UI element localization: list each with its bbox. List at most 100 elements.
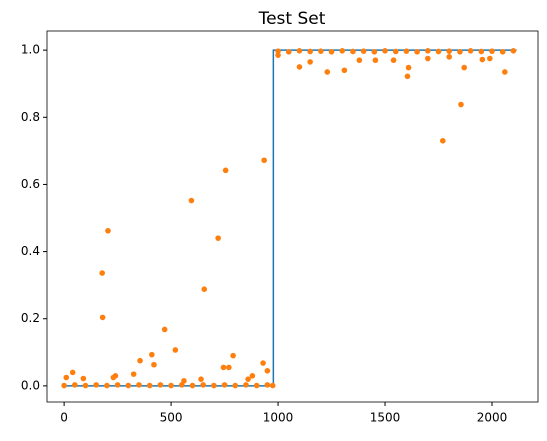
point bbox=[105, 227, 111, 234]
point bbox=[181, 378, 187, 384]
point bbox=[457, 49, 463, 55]
step-line bbox=[64, 49, 517, 387]
point bbox=[458, 101, 464, 108]
point bbox=[341, 67, 348, 74]
point bbox=[230, 352, 236, 359]
y-tick-label: 0.6 bbox=[21, 177, 40, 191]
point bbox=[63, 374, 70, 381]
point bbox=[125, 382, 132, 389]
point bbox=[446, 48, 453, 54]
x-tick-label: 2000 bbox=[477, 411, 508, 425]
point bbox=[72, 382, 78, 388]
point bbox=[161, 326, 168, 333]
point bbox=[275, 48, 281, 54]
point bbox=[499, 49, 506, 55]
point bbox=[211, 382, 217, 389]
point bbox=[487, 55, 493, 62]
point bbox=[261, 157, 267, 164]
point bbox=[220, 364, 227, 371]
point bbox=[307, 48, 313, 55]
y-tick-label: 0.2 bbox=[21, 311, 40, 325]
x-tick-label: 500 bbox=[160, 411, 183, 425]
point bbox=[403, 48, 410, 54]
point bbox=[502, 69, 508, 75]
point bbox=[404, 73, 411, 80]
point bbox=[350, 48, 356, 55]
point bbox=[149, 351, 155, 358]
point bbox=[461, 64, 467, 71]
point bbox=[435, 48, 442, 55]
point bbox=[232, 382, 239, 389]
x-tick-label: 1500 bbox=[370, 411, 401, 425]
point bbox=[414, 49, 420, 55]
x-tick-label: 0 bbox=[60, 411, 68, 425]
point bbox=[198, 376, 204, 382]
chart-title: Test Set bbox=[258, 9, 326, 29]
point bbox=[285, 49, 292, 55]
x-tick-label: 1000 bbox=[263, 411, 294, 425]
point bbox=[137, 357, 143, 364]
point bbox=[264, 367, 271, 374]
point bbox=[372, 57, 379, 64]
y-tick-label: 0.0 bbox=[21, 378, 40, 392]
point bbox=[392, 48, 399, 55]
point bbox=[269, 382, 276, 389]
point bbox=[222, 167, 229, 174]
point bbox=[371, 49, 378, 55]
point bbox=[80, 375, 87, 382]
point bbox=[390, 57, 397, 64]
point bbox=[264, 382, 271, 388]
y-tick-label: 0.4 bbox=[21, 244, 40, 258]
point bbox=[130, 371, 137, 377]
point bbox=[151, 361, 157, 368]
point bbox=[226, 364, 232, 371]
point bbox=[328, 49, 335, 55]
point bbox=[82, 382, 89, 389]
point bbox=[104, 382, 110, 389]
point bbox=[479, 56, 486, 63]
point bbox=[318, 48, 324, 54]
point bbox=[249, 373, 256, 379]
point bbox=[99, 270, 105, 276]
point bbox=[510, 48, 517, 54]
point bbox=[172, 347, 179, 353]
point bbox=[99, 314, 106, 321]
point bbox=[489, 48, 495, 54]
point bbox=[260, 360, 266, 366]
point bbox=[157, 382, 164, 388]
point bbox=[188, 197, 195, 204]
point bbox=[243, 382, 249, 388]
point bbox=[110, 374, 117, 381]
point bbox=[360, 48, 367, 54]
point bbox=[425, 48, 431, 54]
point bbox=[425, 55, 431, 62]
point bbox=[356, 57, 363, 64]
point bbox=[324, 69, 331, 75]
point bbox=[296, 64, 303, 70]
point bbox=[136, 382, 142, 388]
y-tick-label: 1.0 bbox=[21, 43, 40, 57]
point bbox=[215, 235, 221, 241]
y-tick-label: 0.8 bbox=[21, 110, 40, 124]
point bbox=[189, 382, 196, 389]
point bbox=[253, 382, 260, 389]
plot-frame bbox=[46, 30, 539, 403]
point bbox=[114, 382, 121, 388]
point bbox=[446, 54, 453, 60]
point bbox=[439, 137, 446, 144]
point bbox=[478, 48, 485, 55]
point bbox=[146, 382, 153, 389]
point bbox=[339, 48, 346, 54]
point bbox=[201, 286, 208, 292]
point bbox=[307, 59, 313, 65]
point bbox=[467, 48, 474, 54]
point bbox=[275, 52, 281, 58]
point bbox=[69, 369, 76, 376]
point bbox=[168, 382, 174, 389]
point bbox=[200, 382, 206, 388]
point bbox=[245, 376, 251, 382]
point bbox=[93, 382, 100, 388]
point bbox=[61, 382, 67, 389]
point bbox=[405, 64, 412, 71]
